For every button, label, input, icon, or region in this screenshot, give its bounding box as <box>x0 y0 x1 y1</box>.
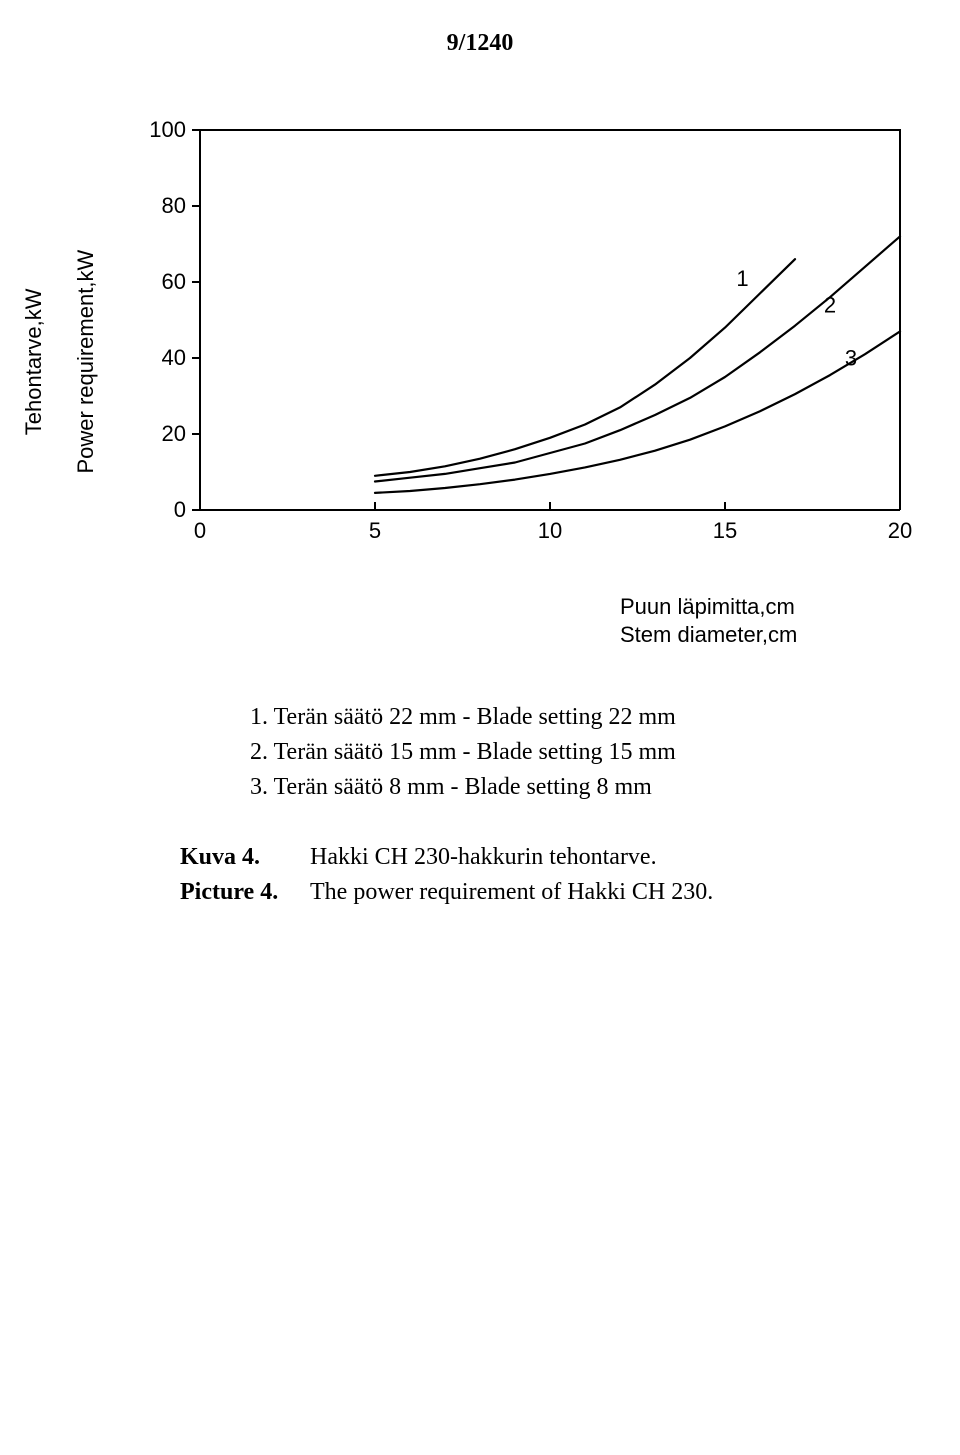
y-axis-label-line2: Power requirement,kW <box>73 250 98 474</box>
svg-text:80: 80 <box>162 193 186 218</box>
caption-text: Hakki CH 230-hakkurin tehontarve. <box>310 840 657 875</box>
svg-text:20: 20 <box>162 421 186 446</box>
svg-text:0: 0 <box>194 518 206 543</box>
svg-text:100: 100 <box>149 120 186 142</box>
svg-text:0: 0 <box>174 497 186 522</box>
svg-text:5: 5 <box>369 518 381 543</box>
caption-lead: Kuva 4. <box>180 840 310 875</box>
svg-text:2: 2 <box>824 292 836 317</box>
legend-item: 1. Terän säätö 22 mm - Blade setting 22 … <box>250 700 676 735</box>
caption-lead: Picture 4. <box>180 875 310 910</box>
caption-text: The power requirement of Hakki CH 230. <box>310 875 713 910</box>
x-axis-label: Puun läpimitta,cm Stem diameter,cm <box>620 593 797 650</box>
chart-container: Tehontarve,kW Power requirement,kW 02040… <box>90 120 915 640</box>
x-axis-label-line1: Puun läpimitta,cm <box>620 594 795 619</box>
svg-text:15: 15 <box>713 518 737 543</box>
legend-item: 3. Terän säätö 8 mm - Blade setting 8 mm <box>250 770 676 805</box>
y-axis-label: Tehontarve,kW Power requirement,kW <box>0 250 125 510</box>
line-chart: 0 20 40 60 80 100 0 5 10 15 20 1 2 3 <box>90 120 915 590</box>
svg-text:1: 1 <box>736 266 748 291</box>
legend-item: 2. Terän säätö 15 mm - Blade setting 15 … <box>250 735 676 770</box>
svg-text:10: 10 <box>538 518 562 543</box>
svg-text:40: 40 <box>162 345 186 370</box>
page-number: 9/1240 <box>0 30 960 57</box>
svg-text:3: 3 <box>845 346 857 371</box>
legend: 1. Terän säätö 22 mm - Blade setting 22 … <box>250 700 676 804</box>
svg-text:20: 20 <box>888 518 912 543</box>
y-axis-label-line1: Tehontarve,kW <box>21 289 46 436</box>
x-axis-label-line2: Stem diameter,cm <box>620 622 797 647</box>
page: 9/1240 Tehontarve,kW Power requirement,k… <box>0 0 960 1455</box>
figure-caption: Kuva 4. Hakki CH 230-hakkurin tehontarve… <box>180 840 713 910</box>
svg-text:60: 60 <box>162 269 186 294</box>
